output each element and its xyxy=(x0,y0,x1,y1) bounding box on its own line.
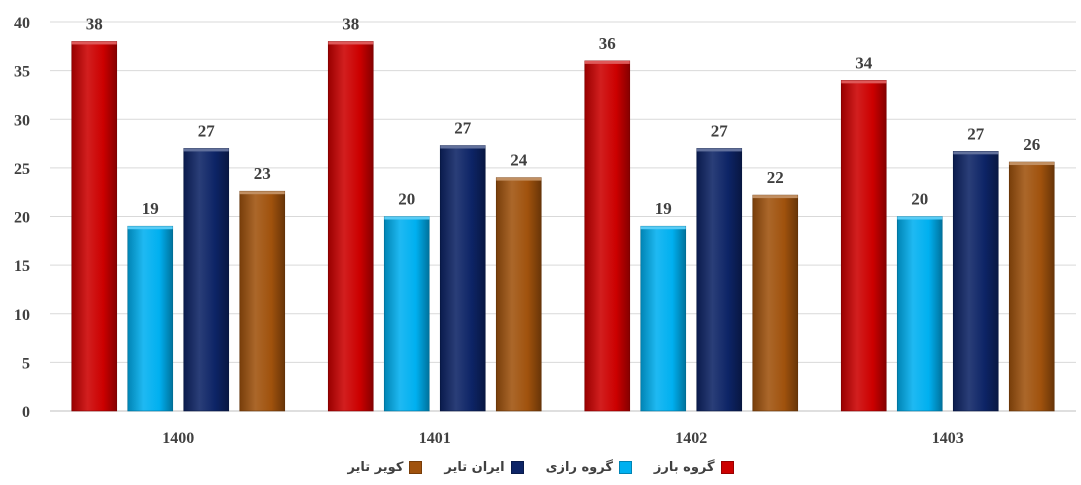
legend-label: ایران تایر xyxy=(444,459,505,475)
data-label: 27 xyxy=(711,121,729,140)
bar-top-cap xyxy=(127,226,173,230)
bar xyxy=(127,225,174,412)
legend-label: کویر تایر xyxy=(347,459,404,475)
bar-top-cap xyxy=(71,41,117,45)
data-label: 38 xyxy=(86,14,103,33)
bar-top-cap xyxy=(328,41,374,45)
bar xyxy=(952,151,999,412)
legend-swatch xyxy=(618,460,632,474)
bar xyxy=(183,148,230,412)
x-tick-label: 1403 xyxy=(932,430,964,447)
bar xyxy=(239,190,286,412)
data-label: 38 xyxy=(342,14,359,33)
legend-item: گروه بارز xyxy=(654,460,734,475)
legend-label: گروه رازی xyxy=(545,459,613,475)
y-tick-label: 0 xyxy=(22,404,30,421)
legend-item: کویر تایر xyxy=(347,459,423,475)
data-label: 36 xyxy=(599,34,616,53)
bar xyxy=(383,216,430,412)
bar-chart: 0 5 10 15 20 25 30 35 40 1400 1401 1402 1403 38 19 27 2… xyxy=(14,14,1076,447)
bar xyxy=(1008,161,1055,412)
bar-top-cap xyxy=(1009,162,1055,166)
bars xyxy=(71,41,1055,412)
bar xyxy=(71,41,118,412)
bar-top-cap xyxy=(440,145,486,149)
legend-swatch xyxy=(720,460,734,474)
y-tick-label: 25 xyxy=(14,161,30,178)
bar-top-cap xyxy=(384,216,430,220)
bar xyxy=(327,41,374,412)
bar xyxy=(584,60,631,412)
bar-top-cap xyxy=(496,177,542,181)
data-label: 22 xyxy=(767,168,784,187)
y-tick-label: 35 xyxy=(14,64,30,81)
bar xyxy=(752,194,799,412)
legend-swatch xyxy=(510,460,524,474)
bar xyxy=(840,80,887,412)
data-label: 26 xyxy=(1023,135,1040,154)
bar-top-cap xyxy=(953,151,999,155)
y-tick-label: 20 xyxy=(14,210,30,227)
bar-top-cap xyxy=(239,191,285,195)
bar-top-cap xyxy=(183,148,229,152)
x-tick-label: 1402 xyxy=(675,430,707,447)
data-labels: 38 19 27 23 38 20 27 24 36 19 27 22 34 20 27 26 xyxy=(86,14,1041,218)
x-tick-label: 1401 xyxy=(419,430,451,447)
x-tick-label: 1400 xyxy=(162,430,194,447)
bar xyxy=(640,225,687,412)
data-label: 23 xyxy=(254,164,271,183)
bar-top-cap xyxy=(584,60,630,64)
y-tick-label: 5 xyxy=(22,355,30,372)
data-label: 27 xyxy=(967,124,985,143)
legend-label: گروه بارز xyxy=(653,459,715,475)
y-tick-label: 15 xyxy=(14,258,30,275)
data-label: 20 xyxy=(398,190,415,209)
bar xyxy=(439,145,486,412)
y-tick-label: 10 xyxy=(14,307,30,324)
axes: 0 5 10 15 20 25 30 35 40 1400 1401 1402 1403 xyxy=(14,15,1076,447)
data-label: 19 xyxy=(655,199,672,218)
data-label: 27 xyxy=(454,119,472,138)
bar xyxy=(696,148,743,412)
legend-swatch xyxy=(409,460,423,474)
bar-top-cap xyxy=(696,148,742,152)
legend-item: گروه رازی xyxy=(546,460,632,475)
data-label: 19 xyxy=(142,199,159,218)
data-label: 34 xyxy=(855,53,873,72)
bar-top-cap xyxy=(640,226,686,230)
legend-item: ایران تایر xyxy=(444,459,524,475)
bar xyxy=(896,216,943,412)
y-tick-label: 30 xyxy=(14,112,30,129)
bar-top-cap xyxy=(752,195,798,199)
bar-top-cap xyxy=(841,80,887,84)
bar xyxy=(495,177,542,412)
legend: گروه بارز گروه رازی ایران تایر کویر تایر xyxy=(0,455,1081,479)
data-label: 20 xyxy=(911,190,928,209)
data-label: 27 xyxy=(198,121,216,140)
data-label: 24 xyxy=(510,151,528,170)
y-tick-label: 40 xyxy=(14,15,30,32)
bar-top-cap xyxy=(897,216,943,220)
